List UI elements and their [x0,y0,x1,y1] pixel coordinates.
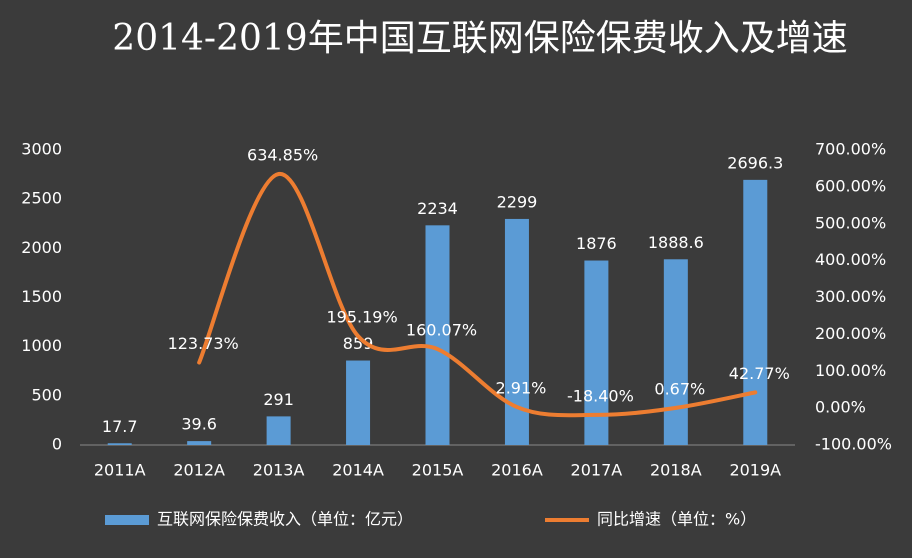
y2-tick-label: 0.00% [815,398,866,417]
bar-value-label: 1876 [576,234,617,253]
y-tick-label: 2000 [21,238,62,257]
line-value-label: 42.77% [729,364,790,383]
y2-tick-label: 200.00% [815,324,886,343]
y2-tick-label: 500.00% [815,213,886,232]
bar-value-label: 17.7 [102,417,138,436]
x-tick-label: 2017A [571,461,623,480]
y2-tick-label: 700.00% [815,140,886,159]
x-tick-label: 2011A [94,461,146,480]
bar-value-label: 2234 [417,199,458,218]
y-tick-label: 3000 [21,140,62,159]
bar [266,416,291,445]
line-value-label: 160.07% [406,321,477,340]
bar [425,225,450,445]
x-tick-label: 2016A [491,461,543,480]
y-tick-label: 1500 [21,287,62,306]
y2-tick-label: 300.00% [815,287,886,306]
bar [584,260,609,445]
x-tick-label: 2013A [253,461,305,480]
bar [107,443,132,445]
line-value-label: 123.73% [168,334,239,353]
y2-tick-label: 100.00% [815,361,886,380]
x-tick-label: 2014A [332,461,384,480]
line-value-label: 195.19% [326,308,397,327]
legend-swatch [105,515,149,525]
line [197,172,758,418]
y2-tick-label: 600.00% [815,176,886,195]
line-value-label: 634.85% [247,146,318,165]
bar-value-label: 39.6 [181,415,217,434]
y-tick-label: 0 [52,435,62,454]
y-tick-label: 1000 [21,336,62,355]
bar-value-label: 859 [343,334,374,353]
bar [743,179,768,445]
y2-tick-label: 400.00% [815,250,886,269]
bar [187,441,212,445]
legend-label: 同比增速（单位：%） [597,510,756,529]
y-tick-label: 500 [31,385,62,404]
y2-tick-label: -100.00% [815,435,892,454]
x-tick-label: 2012A [173,461,225,480]
bar-value-label: 2299 [497,192,538,211]
line-value-label: 2.91% [496,379,547,398]
x-tick-label: 2015A [412,461,464,480]
line-value-label: -18.40% [567,386,634,405]
bar [346,360,371,445]
x-tick-label: 2018A [650,461,702,480]
bar-value-label: 2696.3 [727,153,783,172]
bar-value-label: 291 [263,390,294,409]
bar-value-label: 1888.6 [648,233,704,252]
x-tick-label: 2019A [729,461,781,480]
legend-label: 互联网保险保费收入（单位：亿元） [157,510,413,529]
y-tick-label: 2500 [21,189,62,208]
line-value-label: 0.67% [654,379,705,398]
chart-title: 2014-2019年中国互联网保险保费收入及增速 [112,18,848,59]
bar [663,259,688,445]
